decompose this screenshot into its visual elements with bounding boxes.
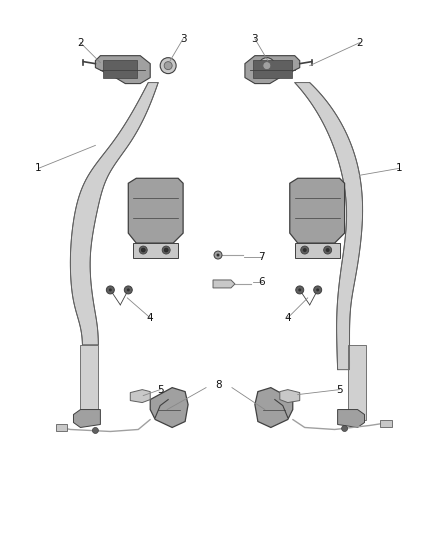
Circle shape <box>324 246 332 254</box>
Text: 6: 6 <box>258 277 265 287</box>
Circle shape <box>141 248 145 252</box>
Circle shape <box>342 425 348 432</box>
Polygon shape <box>150 387 188 427</box>
Circle shape <box>216 254 219 256</box>
Polygon shape <box>130 390 150 402</box>
Polygon shape <box>133 243 178 258</box>
Circle shape <box>162 246 170 254</box>
Text: 1: 1 <box>35 163 42 173</box>
Text: 3: 3 <box>251 34 258 44</box>
Text: 2: 2 <box>77 38 84 48</box>
Polygon shape <box>253 60 292 78</box>
Polygon shape <box>338 409 364 427</box>
Text: 7: 7 <box>258 252 265 262</box>
Bar <box>348 345 366 419</box>
Bar <box>81 345 99 419</box>
Bar <box>381 419 392 427</box>
Polygon shape <box>255 387 293 427</box>
Text: 8: 8 <box>215 379 223 390</box>
Polygon shape <box>74 409 100 427</box>
Text: 2: 2 <box>356 38 363 48</box>
Polygon shape <box>295 83 363 370</box>
Circle shape <box>316 288 319 292</box>
Circle shape <box>263 62 271 70</box>
Circle shape <box>298 288 301 292</box>
Circle shape <box>296 286 304 294</box>
Bar <box>56 424 67 432</box>
Circle shape <box>214 251 222 259</box>
Text: 4: 4 <box>147 313 154 323</box>
Polygon shape <box>295 243 339 258</box>
Polygon shape <box>95 55 150 84</box>
Circle shape <box>301 246 309 254</box>
Text: 3: 3 <box>180 34 187 44</box>
Circle shape <box>106 286 114 294</box>
Circle shape <box>259 58 275 74</box>
Text: 5: 5 <box>157 385 163 394</box>
Text: 1: 1 <box>396 163 403 173</box>
Polygon shape <box>128 178 183 243</box>
Polygon shape <box>280 390 300 402</box>
Text: 5: 5 <box>336 385 343 394</box>
Polygon shape <box>103 60 137 78</box>
Circle shape <box>326 248 330 252</box>
Circle shape <box>139 246 147 254</box>
Polygon shape <box>290 178 345 243</box>
Circle shape <box>314 286 321 294</box>
Text: 4: 4 <box>284 313 291 323</box>
Circle shape <box>303 248 307 252</box>
Circle shape <box>109 288 112 292</box>
Polygon shape <box>213 280 235 288</box>
Circle shape <box>124 286 132 294</box>
Circle shape <box>127 288 130 292</box>
Circle shape <box>164 62 172 70</box>
Polygon shape <box>71 83 158 345</box>
Polygon shape <box>245 55 300 84</box>
Circle shape <box>160 58 176 74</box>
Circle shape <box>164 248 168 252</box>
Circle shape <box>92 427 99 433</box>
